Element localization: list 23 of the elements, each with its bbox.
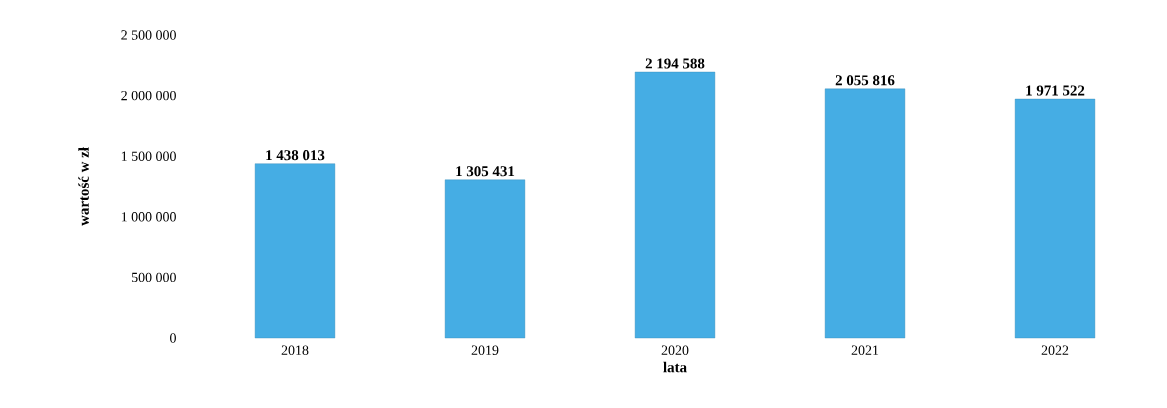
bar [254,163,336,339]
y-tick-label: 2 500 000 [121,30,176,40]
y-tick-label: 1 500 000 [121,151,176,161]
bar [824,88,906,339]
x-tick-label: 2018 [281,345,309,355]
y-axis-title: wartość w zł [78,147,89,226]
x-tick-label: 2022 [1041,345,1069,355]
y-tick-label: 500 000 [131,272,176,283]
bar [444,179,526,339]
data-label: 1 438 013 [266,150,325,161]
x-tick-label: 2019 [471,345,499,355]
data-label: 2 194 588 [645,58,705,69]
x-tick-label: 2021 [851,345,879,355]
y-tick-label: 0 [170,333,176,343]
bar [1014,98,1096,339]
data-label: 1 305 431 [456,166,515,177]
x-axis-title: lata [663,361,687,373]
data-label: 1 971 522 [1026,85,1085,96]
y-tick-label: 1 000 000 [121,212,176,222]
x-tick-label: 2020 [661,345,689,355]
y-tick-label: 2 000 000 [121,90,176,101]
data-label: 2 055 816 [835,75,895,86]
bar [634,71,716,339]
